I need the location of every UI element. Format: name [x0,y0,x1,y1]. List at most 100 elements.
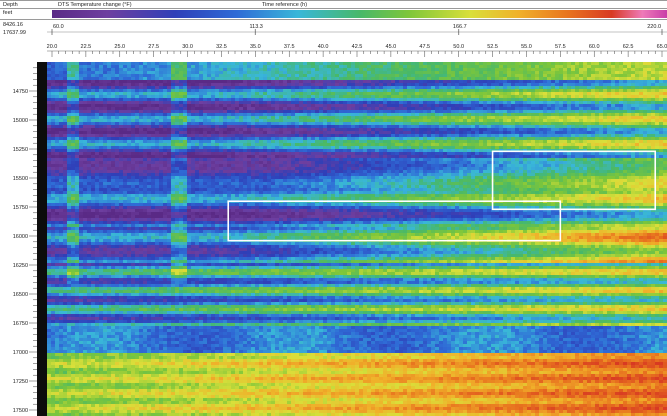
heatmap-cell [143,119,147,122]
heatmap-cell [495,113,499,116]
heatmap-cell [567,104,571,107]
heatmap-cell [559,107,563,110]
heatmap-cell [199,134,203,137]
heatmap-cell [83,101,87,104]
heatmap-cell [331,137,335,140]
heatmap-cell [387,65,391,68]
heatmap-cell [151,128,155,131]
heatmap-cell [567,68,571,71]
heatmap-cell [271,104,275,107]
heatmap-cell [439,86,443,89]
heatmap-cell [195,131,199,134]
heatmap-cell [287,116,291,119]
heatmap-cell [399,62,403,65]
heatmap-cell [199,119,203,122]
heatmap-cell [507,77,511,80]
heatmap-cell [635,128,639,131]
heatmap-cell [603,98,607,101]
heatmap-cell [323,83,327,86]
heatmap-cell [379,74,383,77]
heatmap-cell [323,137,327,140]
heatmap-cell [75,134,79,137]
heatmap-cell [435,77,439,80]
heatmap-cell [171,131,175,134]
heatmap-cell [271,98,275,101]
heatmap-cell [103,77,107,80]
heatmap-cell [491,74,495,77]
heatmap-cell [655,137,659,140]
heatmap-cell [471,77,475,80]
heatmap-cell [183,122,187,125]
heatmap-cell [51,65,55,68]
heatmap-cell [451,71,455,74]
heatmap-cell [263,122,267,125]
heatmap-cell [335,116,339,119]
heatmap-cell [243,110,247,113]
heatmap-cell [431,86,435,89]
heatmap-cell [111,86,115,89]
heatmap-cell [487,116,491,119]
heatmap-cell [627,89,631,92]
heatmap-cell [87,86,91,89]
heatmap-cell [619,110,623,113]
heatmap-cell [659,80,663,83]
heatmap-cell [331,107,335,110]
heatmap-cell [531,137,535,140]
heatmap-cell [391,98,395,101]
heatmap-cell [143,146,147,149]
heatmap-cell [83,131,87,134]
heatmap-cell [235,122,239,125]
heatmap-cell [315,125,319,128]
heatmap-cell [271,149,275,152]
heatmap-cell [451,152,455,155]
heatmap-cell [283,149,287,152]
heatmap-cell [475,134,479,137]
heatmap-cell [547,92,551,95]
heatmap-cell [527,119,531,122]
heatmap-cell [415,122,419,125]
heatmap-cell [175,119,179,122]
heatmap-cell [511,65,515,68]
heatmap-cell [195,110,199,113]
heatmap-cell [123,128,127,131]
heatmap-cell [383,128,387,131]
heatmap-cell [483,89,487,92]
heatmap-cell [215,80,219,83]
heatmap-cell [627,134,631,137]
heatmap-cell [475,74,479,77]
heatmap-cell [507,62,511,65]
heatmap-cell [651,71,655,74]
heatmap-cell [299,149,303,152]
heatmap-cell [579,68,583,71]
heatmap-cell [491,113,495,116]
heatmap-cell [127,89,131,92]
heatmap-cell [251,101,255,104]
heatmap-cell [423,104,427,107]
heatmap-cell [375,110,379,113]
heatmap-cell [371,101,375,104]
heatmap-cell [103,128,107,131]
heatmap-cell [195,95,199,98]
heatmap-cell [491,122,495,125]
heatmap-cell [115,116,119,119]
heatmap-cell [459,137,463,140]
heatmap-cell [215,62,219,65]
heatmap-cell [431,89,435,92]
heatmap-cell [331,62,335,65]
heatmap-cell [319,113,323,116]
heatmap-cell [551,143,555,146]
heatmap-cell [151,62,155,65]
heatmap-cell [603,107,607,110]
heatmap-cell [599,107,603,110]
x-tick-label: 22.5 [81,44,92,50]
heatmap-cell [151,152,155,155]
heatmap-cell [247,65,251,68]
heatmap-cell [395,68,399,71]
heatmap-cell [375,68,379,71]
heatmap-cell [391,95,395,98]
heatmap-cell [251,149,255,152]
heatmap-cell [507,86,511,89]
heatmap-cell [195,89,199,92]
heatmap-cell [223,77,227,80]
heatmap-cell [91,101,95,104]
